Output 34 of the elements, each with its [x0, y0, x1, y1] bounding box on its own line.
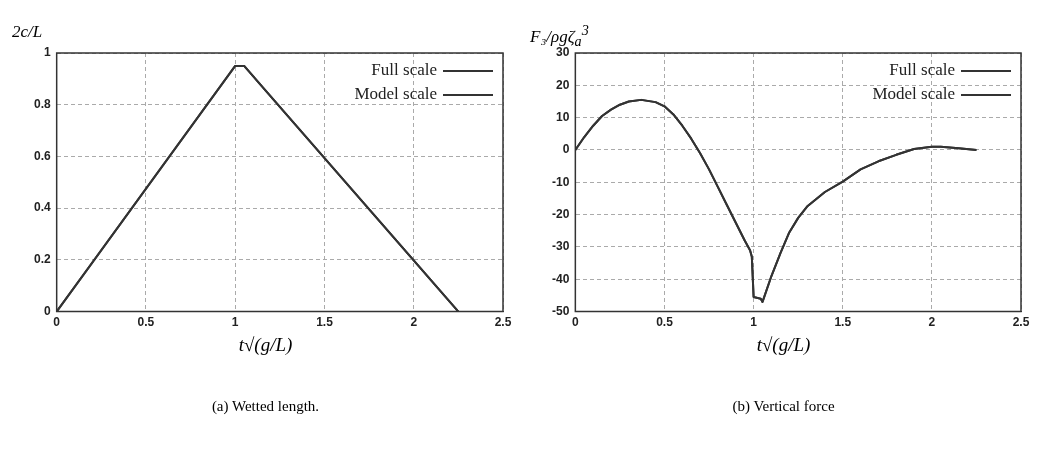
- x-tick-label: 1.5: [316, 315, 334, 330]
- x-tick-label: 2: [410, 315, 418, 330]
- y-axis-title: 2c/L: [12, 22, 43, 42]
- y-tick-label: 10: [555, 109, 570, 124]
- y-tick-label: 0: [43, 303, 51, 318]
- x-tick-label: 0.5: [656, 315, 674, 330]
- legend-label: Full scale: [889, 60, 955, 80]
- text: (a) Wetted length.: [210, 398, 321, 415]
- x-axis-title: t√(g/L): [755, 334, 812, 356]
- y-tick-label: 1: [43, 45, 51, 60]
- y-tick-label: 0.4: [33, 200, 51, 215]
- x-tick-label: 1.5: [834, 315, 852, 330]
- legend-label: Full scale: [371, 60, 437, 80]
- legend-label: Model scale: [354, 84, 437, 104]
- y-tick-label: 0.8: [33, 97, 51, 112]
- x-axis-title: t√(g/L): [237, 334, 294, 356]
- x-tick-label: 2: [928, 315, 936, 330]
- legend-label: Model scale: [872, 84, 955, 104]
- y-tick-label: -30: [552, 239, 570, 254]
- x-tick-label: 0: [53, 315, 61, 330]
- y-tick-label: 0: [562, 142, 570, 157]
- x-tick-label: 1: [231, 315, 239, 330]
- y-tick-label: -10: [552, 174, 570, 189]
- x-tick-label: 2.5: [1012, 315, 1030, 330]
- y-tick-label: -50: [552, 303, 570, 318]
- y-tick-label: -40: [552, 271, 570, 286]
- x-tick-label: 2.5: [494, 315, 512, 330]
- y-tick-label: -20: [552, 206, 570, 221]
- text: (b) Vertical force: [731, 398, 836, 415]
- x-tick-label: 0.5: [137, 315, 155, 330]
- y-tick-label: 0.6: [33, 148, 51, 163]
- y-tick-label: 0.2: [33, 252, 51, 267]
- x-tick-label: 1: [750, 315, 758, 330]
- y-tick-label: 20: [555, 77, 570, 92]
